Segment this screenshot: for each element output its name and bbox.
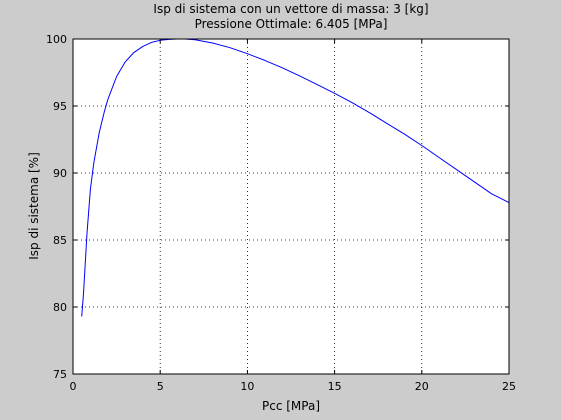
- x-tick-label: 15: [328, 380, 342, 393]
- ticks: 0 5 10 15 20 25 75 80 85 90 95 100: [46, 33, 516, 393]
- chart-title-line-2: Pressione Ottimale: 6.405 [MPa]: [195, 17, 388, 31]
- y-tick-label: 80: [53, 301, 67, 314]
- x-tick-label: 20: [415, 380, 429, 393]
- grid: [73, 39, 509, 374]
- series-layer: [81, 38, 510, 317]
- axes-background: [73, 39, 509, 374]
- y-tick-label: 85: [53, 234, 67, 247]
- y-tick-label: 100: [46, 33, 67, 46]
- x-tick-label: 10: [240, 380, 254, 393]
- y-tick-label: 75: [53, 368, 67, 381]
- x-tick-label: 0: [70, 380, 77, 393]
- x-axis-label: Pcc [MPa]: [262, 399, 320, 413]
- series-line: [81, 38, 510, 317]
- x-tick-label: 5: [157, 380, 164, 393]
- x-tick-label: 25: [502, 380, 516, 393]
- y-tick-label: 95: [53, 100, 67, 113]
- y-tick-label: 90: [53, 167, 67, 180]
- chart-title-line-1: Isp di sistema con un vettore di massa: …: [153, 2, 428, 16]
- y-axis-label: Isp di sistema [%]: [27, 152, 41, 260]
- axes-box: [72, 38, 510, 375]
